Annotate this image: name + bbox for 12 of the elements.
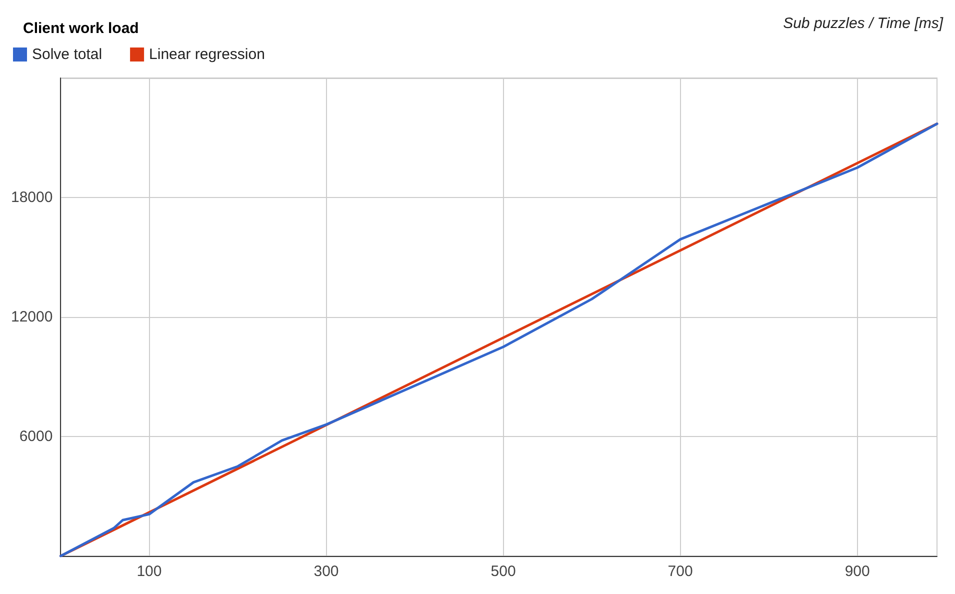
y-tick-label: 6000 [19,428,53,445]
y-tick-label: 12000 [10,308,53,326]
legend-label: Solve total [32,46,102,63]
x-tick-label: 300 [314,563,339,580]
y-tick-label: 18000 [10,189,53,206]
x-tick-label: 700 [668,563,693,580]
legend-label: Linear regression [149,46,265,63]
x-tick-label: 500 [490,563,516,580]
chart-title: Client work load [23,20,139,37]
text: Sub puzzles / Time [ms] [783,15,944,32]
x-tick-label: 900 [844,563,870,580]
x-tick-label: 100 [136,563,162,580]
